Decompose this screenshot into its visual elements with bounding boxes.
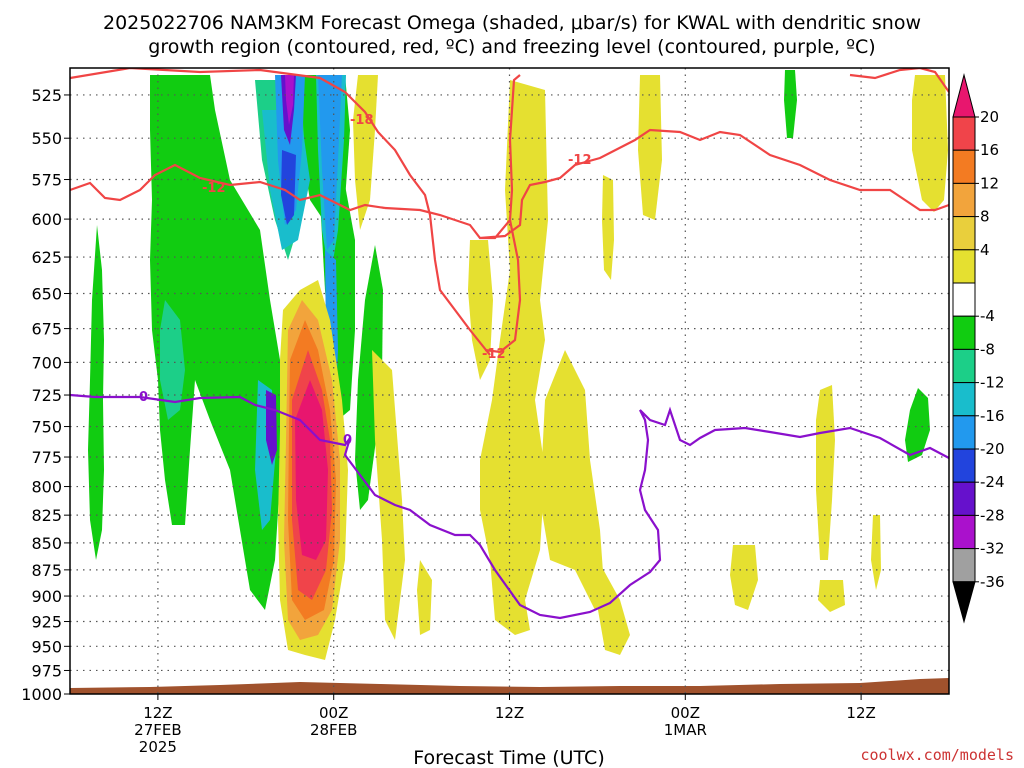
colorbar: 20 16 12 8 4 -4 -8 -12 -16 -20 -24 -28 -32 -36 (952, 73, 1005, 624)
x-axis-label: Forecast Time (UTC) (413, 747, 604, 768)
y-tick-label: 650 (31, 285, 62, 304)
y-tick-label: 750 (31, 418, 62, 437)
y-tick-label: 725 (31, 386, 62, 405)
x-tick-label: 2025 (139, 738, 177, 756)
y-tick-label: 700 (31, 353, 62, 372)
y-tick-label: 800 (31, 478, 62, 497)
colorbar-label: -12 (980, 374, 1005, 392)
x-tick-label: 12Z (495, 704, 524, 722)
y-tick-label: 975 (31, 661, 62, 680)
red-contour-minus12-west (70, 163, 386, 212)
colorbar-segment (952, 216, 976, 251)
omega-shading (88, 70, 948, 660)
colorbar-segment (952, 481, 976, 516)
colorbar-label: -36 (980, 573, 1005, 591)
contour-label-minus18: -18 (350, 113, 374, 128)
y-tick-label: 850 (31, 534, 62, 553)
contours: -18 -12 -12 -12 0 0 (70, 68, 949, 620)
y-tick-label: 675 (31, 320, 62, 339)
colorbar-segment (952, 548, 976, 583)
colorbar-label: 20 (980, 108, 999, 126)
colorbar-label: -32 (980, 540, 1005, 558)
y-tick-label: 775 (31, 448, 62, 467)
purple-contour-0 (70, 393, 949, 620)
contour-label-zero-a: 0 (139, 390, 148, 405)
x-tick-label: 27FEB (134, 721, 181, 739)
x-tick-label: 12Z (143, 704, 172, 722)
colorbar-segment (952, 348, 976, 384)
x-tick-label: 1MAR (664, 721, 707, 739)
red-contour-minus12-central (384, 74, 949, 240)
y-tick-label: 600 (31, 210, 62, 229)
colorbar-label: -20 (980, 440, 1005, 458)
y-axis: 525 550 575 600 625 650 675 700 725 750 775 800 825 8… (21, 86, 70, 704)
x-tick-label: 28FEB (310, 721, 357, 739)
colorbar-segment (952, 116, 976, 151)
y-tick-label: 1000 (21, 685, 62, 704)
red-contour-minus18 (70, 68, 491, 356)
contour-label-minus12-a: -12 (202, 181, 226, 196)
credit-text: coolwx.com/models (860, 746, 1014, 764)
y-tick-label: 575 (31, 171, 62, 190)
colorbar-top-arrow (952, 73, 976, 118)
y-tick-label: 900 (31, 587, 62, 606)
colorbar-label: 12 (980, 174, 999, 192)
colorbar-bottom-arrow (952, 581, 976, 624)
colorbar-label: -28 (980, 506, 1005, 524)
y-tick-label: 875 (31, 561, 62, 580)
colorbar-segment (952, 514, 976, 550)
chart-title-line2: growth region (contoured, red, ºC) and f… (148, 36, 875, 58)
red-contour-minus12-east (849, 68, 949, 93)
colorbar-label: -4 (980, 307, 995, 325)
colorbar-label: -8 (980, 340, 995, 358)
y-tick-label: 950 (31, 637, 62, 656)
colorbar-segment (952, 182, 976, 218)
y-tick-label: 550 (31, 129, 62, 148)
plot-area: -18 -12 -12 -12 0 0 (70, 68, 949, 694)
colorbar-label: 8 (980, 208, 990, 226)
contour-label-minus12-b: -12 (568, 153, 592, 168)
colorbar-segment (952, 315, 976, 350)
x-tick-label: 12Z (846, 704, 875, 722)
x-tick-label: 00Z (671, 704, 700, 722)
y-tick-label: 525 (31, 86, 62, 105)
colorbar-label: 4 (980, 241, 990, 259)
colorbar-segment (952, 249, 976, 284)
contour-label-zero-b: 0 (343, 433, 352, 448)
colorbar-segment (952, 382, 976, 417)
terrain-fill (70, 678, 949, 694)
contour-label-minus12-c: -12 (482, 347, 506, 362)
colorbar-segment (952, 415, 976, 450)
y-tick-label: 625 (31, 248, 62, 267)
y-tick-label: 925 (31, 613, 62, 632)
red-contour-minus12-inner (484, 219, 522, 354)
colorbar-segment (952, 149, 976, 184)
chart-title-line1: 2025022706 NAM3KM Forecast Omega (shaded… (103, 12, 921, 34)
colorbar-label: 16 (980, 141, 999, 159)
colorbar-label: -16 (980, 407, 1005, 425)
y-tick-label: 825 (31, 506, 62, 525)
colorbar-segment (952, 282, 976, 317)
colorbar-label: -24 (980, 473, 1005, 491)
colorbar-segment (952, 448, 976, 483)
x-tick-label: 00Z (319, 704, 348, 722)
